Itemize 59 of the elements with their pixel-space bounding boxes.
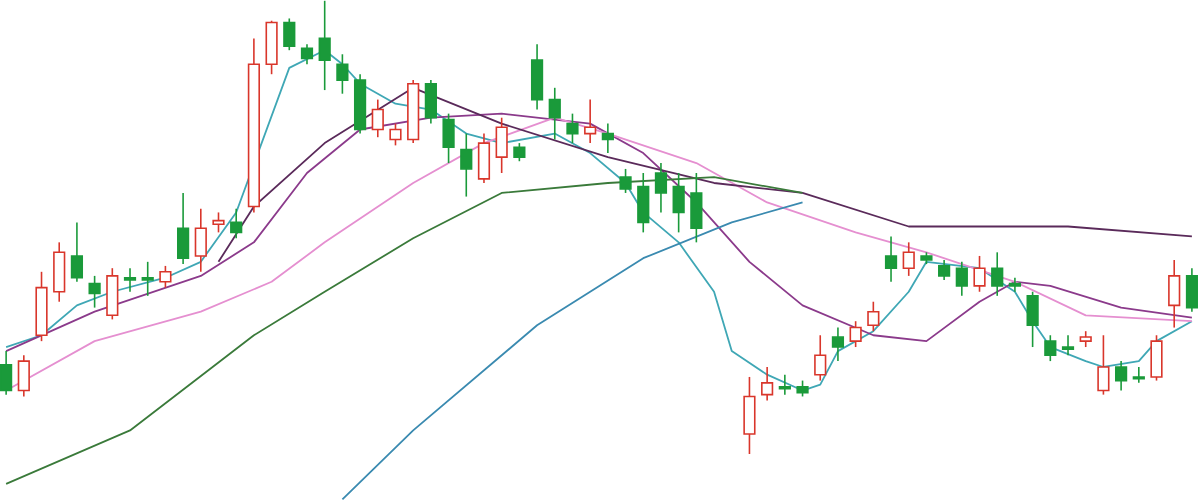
candlestick — [637, 172, 650, 234]
candlestick — [141, 260, 154, 297]
candlestick — [849, 320, 862, 348]
candlestick — [1115, 360, 1128, 392]
candlestick — [1008, 276, 1022, 293]
candlestick — [0, 350, 13, 396]
candlestick — [35, 270, 48, 342]
candlestick — [300, 43, 314, 65]
candlestick — [460, 132, 473, 198]
candlestick — [1061, 334, 1075, 356]
candlestick — [1132, 366, 1145, 384]
candlestick — [1150, 334, 1163, 382]
candlestick — [884, 235, 898, 283]
candlestick — [106, 267, 119, 321]
candlestick — [159, 265, 172, 289]
candlestick — [814, 334, 827, 382]
candlestick — [477, 132, 491, 184]
candlestick — [955, 260, 968, 297]
candlestick — [1044, 334, 1057, 362]
candlestick — [902, 241, 915, 277]
candlestick — [70, 221, 84, 283]
candlestick — [88, 275, 101, 309]
candlestick — [212, 211, 225, 234]
candlestick — [672, 172, 685, 234]
candlestick — [495, 116, 508, 174]
candlestick — [230, 207, 243, 239]
candlestick — [867, 300, 880, 332]
candlestick — [194, 207, 207, 273]
candlestick — [53, 241, 66, 303]
candlestick — [17, 354, 30, 398]
candlestick — [123, 267, 137, 293]
candlestick — [177, 192, 190, 265]
candlestick — [1168, 259, 1181, 329]
candlestick — [265, 19, 278, 75]
candlestick — [690, 172, 703, 244]
candlestick — [336, 53, 349, 95]
candlestick — [371, 98, 384, 138]
candlestick — [389, 122, 402, 147]
candlestick — [1097, 334, 1110, 396]
candlestick — [831, 326, 845, 362]
candlestick — [530, 43, 544, 111]
candlestick — [743, 376, 756, 455]
candlestick — [442, 112, 455, 164]
candlestick — [584, 98, 597, 144]
candlestick — [761, 366, 774, 402]
candlestick — [283, 17, 296, 51]
candlestick — [424, 79, 437, 125]
candlestick — [513, 142, 526, 162]
candlestick — [654, 162, 668, 214]
candlestick — [991, 251, 1004, 297]
candlestick — [778, 373, 791, 396]
candlestick — [619, 168, 632, 194]
candlestick — [973, 255, 986, 293]
candlestick — [1026, 290, 1039, 348]
candlestick — [601, 122, 614, 154]
candlestick — [938, 259, 951, 281]
candlestick — [548, 86, 561, 141]
candlestick — [318, 0, 331, 91]
candlestick — [566, 112, 579, 144]
